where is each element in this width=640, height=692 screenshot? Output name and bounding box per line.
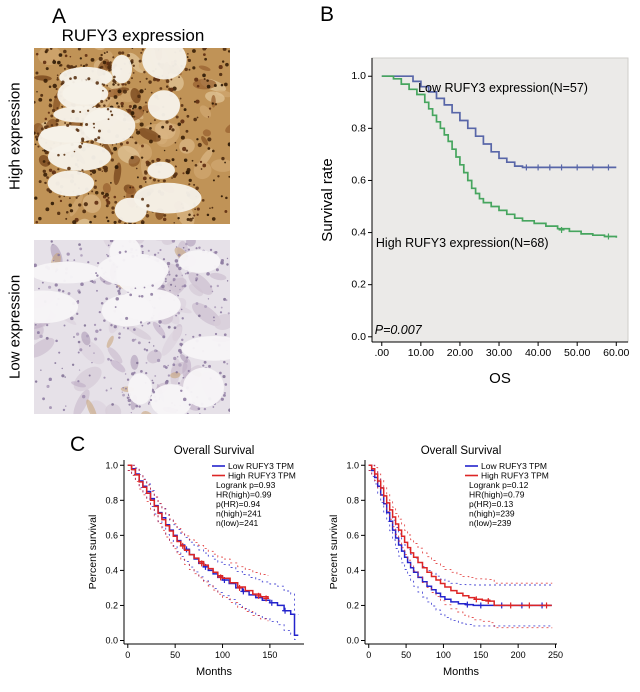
ihc-image-high-expression <box>34 48 230 224</box>
legend-stat: n(high)=241 <box>216 509 262 519</box>
x-tick-label: 60.00 <box>603 347 629 359</box>
ihc-low-texture <box>34 240 230 414</box>
legend-label: Low RUFY3 TPM <box>228 461 294 471</box>
legend-stat: p(HR)=0.13 <box>469 499 513 509</box>
x-tick-label: 50 <box>170 650 180 660</box>
chart-annotation: P=0.007 <box>375 323 423 337</box>
panel-c-label: C <box>70 433 86 456</box>
plot-background <box>371 57 629 343</box>
x-tick-label: 150 <box>262 650 277 660</box>
y-tick-label: 0.8 <box>351 122 366 134</box>
legend-stat: n(low)=239 <box>469 518 512 528</box>
y-tick-label: 1.0 <box>351 70 366 82</box>
chart-title: Overall Survival <box>421 445 502 457</box>
y-axis-label: Survival rate <box>320 158 336 241</box>
y-tick-label: 0.8 <box>346 495 359 505</box>
legend-stat: HR(high)=0.79 <box>469 490 525 500</box>
legend-stat: p(HR)=0.94 <box>216 499 260 509</box>
legend-stat: n(low)=241 <box>216 518 259 528</box>
y-tick-label: 0.4 <box>346 565 359 575</box>
chart-title: Overall Survival <box>174 445 255 457</box>
survival-curve <box>381 75 617 169</box>
x-tick-label: 30.00 <box>486 347 512 359</box>
x-tick-label: 100 <box>436 650 451 660</box>
x-axis-label: Months <box>443 666 480 678</box>
chart-annotation: High RUFY3 expression(N=68) <box>376 236 549 250</box>
x-tick-label: 200 <box>511 650 526 660</box>
y-tick-label: 0.0 <box>346 635 359 645</box>
legend-stat: Logrank p=0.12 <box>469 480 529 490</box>
y-tick-label: 1.0 <box>105 460 118 470</box>
confidence-interval-curve <box>368 470 553 629</box>
y-tick-label: 0.2 <box>105 600 118 610</box>
chart-svg: .00 10.00 20.00 30.00 40.00 50.00 60.00 0.0 0.2 0… <box>320 57 630 387</box>
low-expression-label: Low expression <box>6 274 24 380</box>
chart-svg: 0 50 100 150 0.0 0.2 0.4 0.6 0.8 1.0 Overall Survi… <box>87 445 304 678</box>
y-axis-label: Percent survival <box>328 515 340 590</box>
x-tick-label: 40.00 <box>525 347 551 359</box>
x-tick-label: 10.00 <box>408 347 434 359</box>
panel-b-label: B <box>320 3 335 26</box>
survival-curve <box>381 75 618 238</box>
ihc-image-low-expression <box>34 240 230 414</box>
survival-curve <box>368 464 552 607</box>
legend-label: High RUFY3 TPM <box>481 471 549 481</box>
y-tick-label: 0.2 <box>351 279 366 291</box>
gepia-overall-survival-chart-left: 0 50 100 150 0.0 0.2 0.4 0.6 0.8 1.0 Overall Survi… <box>84 442 312 680</box>
x-axis-label: Months <box>196 666 233 678</box>
confidence-interval-curve <box>368 470 553 627</box>
gepia-overall-survival-chart-right: 0 50 100 150 200 250 0.0 0.2 0.4 0.6 0.8 1.0 Overall… <box>325 442 565 680</box>
y-tick-label: 0.4 <box>105 565 118 575</box>
legend-stat: n(high)=239 <box>469 509 515 519</box>
ihc-high-texture <box>34 48 230 224</box>
x-tick-label: 50 <box>401 650 411 660</box>
y-tick-label: 0.0 <box>351 331 366 343</box>
panel-a-label: A <box>52 5 67 28</box>
y-axis-label: Percent survival <box>87 515 99 590</box>
y-tick-label: 0.0 <box>105 635 118 645</box>
y-tick-label: 1.0 <box>346 460 359 470</box>
x-tick-label: 0 <box>366 650 371 660</box>
chart-svg: 0 50 100 150 200 250 0.0 0.2 0.4 0.6 0.8 1.0 Overall… <box>328 445 563 678</box>
confidence-interval-curve <box>368 464 553 584</box>
y-tick-label: 0.4 <box>351 227 366 239</box>
confidence-interval-curve <box>127 470 299 641</box>
y-tick-label: 0.6 <box>105 530 118 540</box>
legend-stat: HR(high)=0.99 <box>216 490 272 500</box>
y-tick-label: 0.6 <box>351 174 366 186</box>
confidence-interval-curve <box>127 464 269 576</box>
y-tick-label: 0.6 <box>346 530 359 540</box>
x-tick-label: 20.00 <box>447 347 473 359</box>
panel-a-title: RUFY3 expression <box>61 26 205 45</box>
chart-annotation: Low RUFY3 expression(N=57) <box>418 81 588 95</box>
y-tick-label: 0.8 <box>105 495 118 505</box>
km-survival-chart-os: .00 10.00 20.00 30.00 40.00 50.00 60.00 0.0 0.2 0… <box>320 46 640 388</box>
x-tick-label: 250 <box>548 650 563 660</box>
x-tick-label: 100 <box>215 650 230 660</box>
x-axis-label: OS <box>489 370 511 387</box>
high-expression-label: High expression <box>6 82 24 190</box>
x-tick-label: 150 <box>473 650 488 660</box>
confidence-interval-curve <box>127 470 269 622</box>
legend-label: High RUFY3 TPM <box>228 471 296 481</box>
x-tick-label: 0 <box>125 650 130 660</box>
legend-stat: Logrank p=0.93 <box>216 480 276 490</box>
legend-label: Low RUFY3 TPM <box>481 461 547 471</box>
x-tick-label: 50.00 <box>564 347 590 359</box>
x-tick-label: .00 <box>374 347 389 359</box>
y-tick-label: 0.2 <box>346 600 359 610</box>
